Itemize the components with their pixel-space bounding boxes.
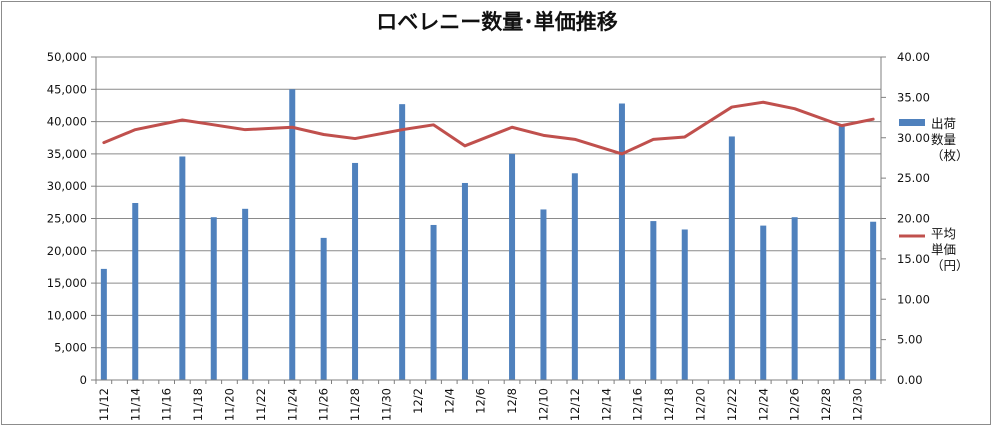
y-right-tick-label: 5.00	[897, 333, 923, 347]
y-right-tick-label: 0.00	[897, 373, 923, 387]
bar	[132, 202, 139, 380]
legend-label-bar: 出荷	[931, 116, 956, 131]
bar	[320, 237, 327, 380]
bar	[430, 224, 437, 380]
x-tick-label: 12/24	[756, 388, 770, 421]
legend-label-line: （円）	[931, 258, 969, 273]
x-tick-label: 12/2	[411, 388, 425, 414]
x-tick-label: 12/30	[850, 388, 864, 421]
y-left-tick-label: 35,000	[47, 147, 87, 161]
bar	[289, 89, 296, 381]
axes: 0 5,000 10,000 15,000 20,000 25,000 30,000 35,0…	[47, 50, 930, 421]
x-tick-label: 11/28	[348, 388, 362, 421]
y-left-tick-label: 20,000	[47, 244, 87, 258]
bar	[650, 221, 657, 380]
x-tick-label: 12/10	[536, 388, 550, 421]
x-tick-label: 11/16	[160, 388, 174, 421]
x-tick-label: 12/8	[505, 388, 519, 414]
bar	[728, 136, 735, 380]
x-tick-label: 12/16	[631, 388, 645, 421]
x-tick-label: 11/30	[379, 388, 393, 421]
x-tick-label: 12/28	[819, 388, 833, 421]
bar	[870, 221, 877, 380]
y-left-tick-label: 15,000	[47, 276, 87, 290]
bar	[681, 229, 688, 380]
legend-label-line: 平均	[931, 226, 956, 241]
bar	[791, 217, 798, 380]
bar	[838, 124, 845, 381]
x-tick-label: 12/4	[442, 388, 456, 414]
bar	[179, 156, 186, 380]
price-line	[102, 100, 875, 156]
x-tick-label: 11/26	[317, 388, 331, 421]
y-right-tick-label: 15.00	[897, 252, 930, 266]
x-tick-label: 12/18	[662, 388, 676, 421]
x-tick-label: 12/22	[725, 388, 739, 421]
y-left-tick-label: 0	[80, 373, 87, 387]
y-right-tick-label: 35.00	[897, 90, 930, 104]
x-tick-label: 11/14	[128, 388, 142, 421]
x-tick-label: 12/14	[599, 388, 613, 421]
y-left-tick-label: 25,000	[47, 212, 87, 226]
y-right-tick-label: 25.00	[897, 171, 930, 185]
x-tick-label: 11/12	[97, 388, 111, 421]
legend-label-bar: （枚）	[931, 148, 969, 163]
x-tick-label: 12/12	[568, 388, 582, 421]
bar	[242, 208, 249, 380]
x-tick-label: 11/18	[191, 388, 205, 421]
x-tick-label: 12/20	[693, 388, 707, 421]
y-right-tick-label: 30.00	[897, 131, 930, 145]
bar-series	[100, 89, 877, 381]
bar	[540, 209, 547, 380]
y-right-tick-label: 40.00	[897, 50, 930, 64]
bar	[352, 162, 359, 380]
bar	[509, 153, 516, 380]
x-tick-label: 11/22	[254, 388, 268, 421]
chart-title: ロベレニー数量･単価推移	[376, 10, 618, 34]
y-left-tick-label: 45,000	[47, 82, 87, 96]
y-left-tick-label: 5,000	[54, 341, 87, 355]
bar	[399, 104, 406, 381]
bar	[760, 225, 767, 380]
bar	[461, 182, 468, 380]
legend-label-line: 単価	[931, 242, 956, 257]
y-right-tick-label: 10.00	[897, 292, 930, 306]
bar	[571, 173, 578, 380]
x-tick-label: 11/24	[285, 388, 299, 421]
y-left-tick-label: 30,000	[47, 179, 87, 193]
y-right-tick-label: 20.00	[897, 212, 930, 226]
bar	[100, 268, 107, 380]
y-left-tick-label: 40,000	[47, 115, 87, 129]
y-left-tick-label: 10,000	[47, 308, 87, 322]
x-tick-label: 12/26	[788, 388, 802, 421]
x-tick-label: 11/20	[222, 388, 236, 421]
gridlines	[96, 56, 881, 349]
x-tick-label: 12/6	[474, 388, 488, 414]
bar	[618, 103, 625, 381]
legend-label-bar: 数量	[931, 132, 956, 147]
legend-swatch-bar	[899, 119, 925, 126]
y-left-tick-label: 50,000	[47, 50, 87, 64]
bar	[210, 217, 217, 380]
line-series	[102, 100, 875, 156]
